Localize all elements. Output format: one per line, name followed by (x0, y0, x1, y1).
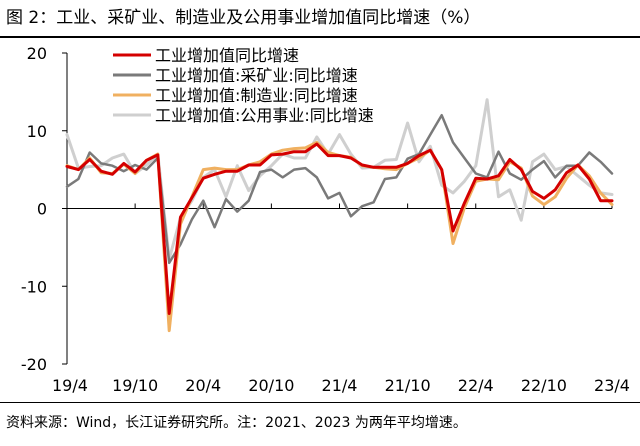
y-tick-label: -20 (21, 355, 47, 374)
legend: 工业增加值同比增速工业增加值:采矿业:同比增速工业增加值:制造业:同比增速工业增… (113, 46, 374, 125)
x-tick-label: 22/10 (521, 376, 567, 395)
x-tick-label: 23/4 (594, 376, 630, 395)
y-tick-label: 0 (37, 200, 47, 219)
legend-label: 工业增加值同比增速 (155, 46, 299, 65)
title-divider (0, 36, 640, 38)
y-tick-label: -10 (21, 277, 47, 296)
series-lines (65, 98, 614, 333)
x-tick-label: 22/4 (458, 376, 494, 395)
axes: -20 -10 0 10 20 19/4 19/10 20/4 20/10 21/4 21/10 22… (21, 44, 630, 395)
x-tick-label: 21/10 (385, 376, 431, 395)
y-tick-label: 10 (27, 122, 47, 141)
x-tick-label: 19/4 (52, 376, 88, 395)
series-line (65, 142, 614, 315)
x-tick-label: 20/10 (248, 376, 294, 395)
source-divider (0, 402, 640, 403)
legend-label: 工业增加值:公用事业:同比增速 (155, 106, 374, 125)
source-note: 资料来源：Wind，长江证券研究所。注：2021、2023 为两年平均增速。 (6, 415, 467, 431)
x-tick-label: 20/4 (185, 376, 221, 395)
x-tick-label: 19/10 (112, 376, 158, 395)
y-tick-label: 20 (27, 44, 47, 63)
x-tick-label: 21/4 (322, 376, 358, 395)
legend-label: 工业增加值:采矿业:同比增速 (155, 66, 358, 85)
figure-title: 图 2：工业、采矿业、制造业及公用事业增加值同比增速（%） (6, 8, 481, 28)
legend-label: 工业增加值:制造业:同比增速 (155, 86, 358, 105)
